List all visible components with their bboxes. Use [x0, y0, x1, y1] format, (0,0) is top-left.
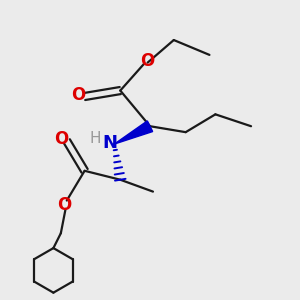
Text: O: O: [57, 196, 71, 214]
Text: O: O: [71, 86, 85, 104]
Text: O: O: [140, 52, 155, 70]
Text: H: H: [89, 131, 101, 146]
Text: N: N: [103, 134, 118, 152]
Text: O: O: [54, 130, 69, 148]
Polygon shape: [114, 121, 153, 144]
